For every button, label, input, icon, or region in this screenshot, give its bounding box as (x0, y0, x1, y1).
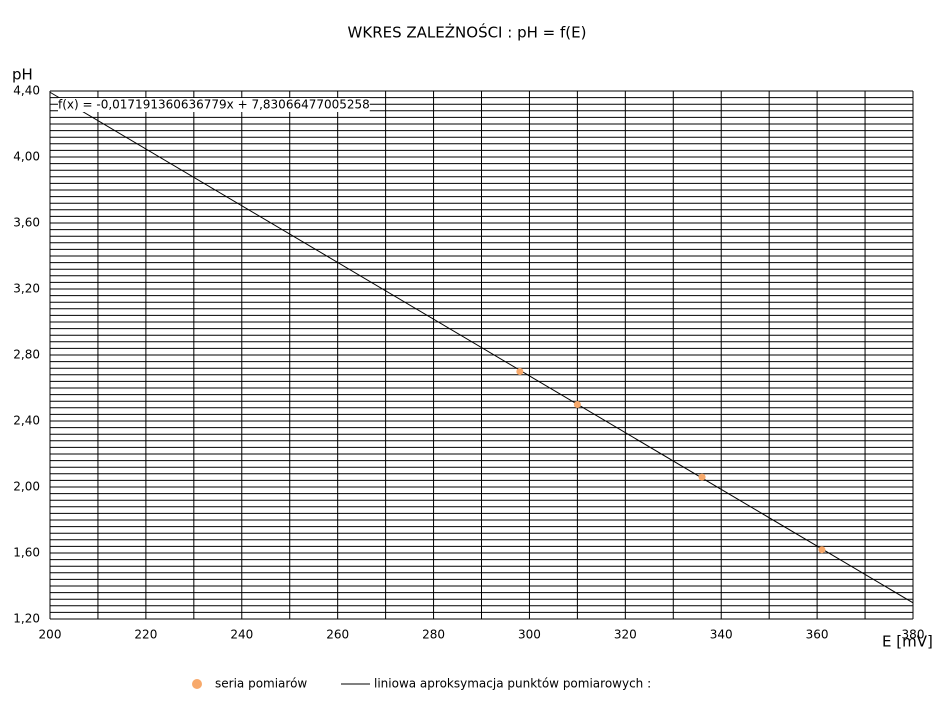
y-tick-label: 3,60 (13, 216, 40, 230)
data-point (818, 546, 826, 554)
x-axis-title: E [mV] (882, 633, 933, 651)
x-tick-label: 380 (902, 628, 925, 642)
x-tick-label: 240 (230, 628, 253, 642)
x-tick-label: 300 (518, 628, 541, 642)
x-tick-label: 360 (806, 628, 829, 642)
legend-label: liniowa aproksymacja punktów pomiarowych… (374, 677, 651, 691)
x-tick-label: 220 (134, 628, 157, 642)
y-tick-label: 2,40 (13, 414, 40, 428)
x-tick-label: 280 (422, 628, 445, 642)
y-tick-label: 2,80 (13, 348, 40, 362)
legend-marker (192, 679, 202, 689)
y-tick-label: 1,20 (13, 612, 40, 626)
y-axis-title: pH (12, 66, 33, 84)
y-tick-label: 2,00 (13, 480, 40, 494)
y-tick-label: 4,00 (13, 150, 40, 164)
y-tick-label: 3,20 (13, 282, 40, 296)
legend-label: seria pomiarów (215, 677, 307, 691)
y-tick-label: 1,60 (13, 546, 40, 560)
y-tick-label: 4,40 (13, 84, 40, 98)
data-point (573, 401, 581, 408)
equation-label: f(x) = -0,017191360636779x + 7,830664770… (58, 98, 370, 112)
x-tick-label: 320 (614, 628, 637, 642)
x-tick-label: 260 (326, 628, 349, 642)
equation-background (58, 98, 370, 112)
x-tick-label: 340 (710, 628, 733, 642)
trendline (49, 91, 914, 604)
chart-title: WKRES ZALEŻNOŚCI : pH = f(E) (348, 23, 587, 42)
x-tick-label: 200 (39, 628, 62, 642)
data-point (698, 473, 706, 481)
data-point (516, 368, 524, 375)
